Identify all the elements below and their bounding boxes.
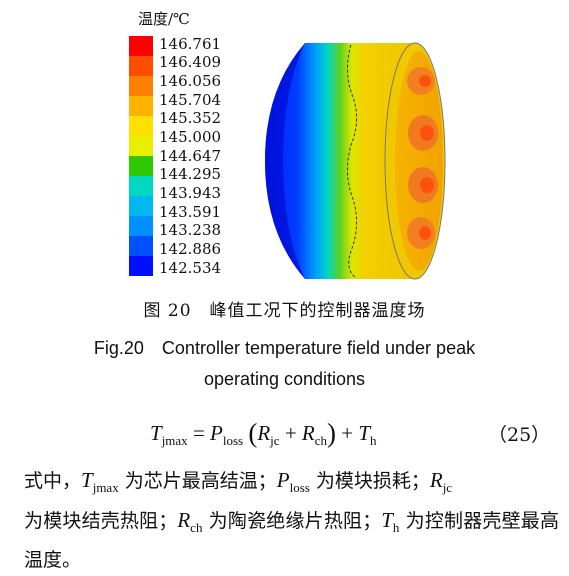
legend-value: 145.704 bbox=[159, 91, 222, 109]
cylinder-body bbox=[265, 43, 415, 279]
para-subscript: ch bbox=[190, 520, 203, 535]
legend-value: 145.000 bbox=[159, 128, 222, 146]
para-symbol: T bbox=[81, 468, 93, 492]
legend-swatch bbox=[129, 216, 153, 236]
legend-value: 142.886 bbox=[159, 240, 222, 258]
legend-value: 143.943 bbox=[159, 184, 222, 202]
para-subscript: h bbox=[392, 520, 400, 535]
legend-swatch bbox=[129, 256, 153, 276]
legend-value: 146.409 bbox=[159, 53, 222, 71]
eq-symbol: R bbox=[257, 421, 271, 445]
legend-swatch bbox=[129, 156, 153, 176]
para-text: 为模块损耗； bbox=[309, 470, 430, 492]
equation-25: Tjmax = Ploss (Rjc + Rch) + Th bbox=[150, 418, 377, 448]
legend-value: 143.238 bbox=[159, 221, 222, 239]
legend-swatch bbox=[129, 56, 153, 76]
figure-caption-en-line1: Fig.20 Controller temperature field unde… bbox=[93, 338, 476, 358]
para-subscript: jmax bbox=[92, 480, 119, 495]
controller-temperature-field-figure bbox=[265, 42, 446, 280]
legend-value: 146.056 bbox=[159, 72, 222, 90]
contour-line bbox=[347, 44, 357, 278]
para-subscript: jc bbox=[442, 480, 453, 495]
figure-caption-en-line2: operating conditions bbox=[203, 369, 366, 389]
legend-swatch bbox=[129, 176, 153, 196]
legend-value: 144.295 bbox=[159, 165, 222, 183]
legend-swatch bbox=[129, 136, 153, 156]
legend-swatch bbox=[129, 96, 153, 116]
legend-value: 142.534 bbox=[159, 259, 222, 277]
para-text: 为控制器壳壁最高温度。 bbox=[24, 510, 559, 571]
end-face-inner bbox=[395, 51, 443, 271]
para-symbol: R bbox=[429, 468, 443, 492]
legend-title: 温度/℃ bbox=[138, 10, 190, 28]
legend-value: 144.647 bbox=[159, 147, 222, 165]
eq-subscript: h bbox=[370, 433, 377, 448]
eq-symbol: P bbox=[210, 421, 223, 445]
figure-caption-cn: 图 20 峰值工况下的控制器温度场 bbox=[143, 301, 426, 321]
legend-value: 146.761 bbox=[159, 35, 222, 53]
legend-swatch bbox=[129, 196, 153, 216]
legend-value: 145.352 bbox=[159, 109, 222, 127]
legend-swatch bbox=[129, 116, 153, 136]
para-symbol: T bbox=[381, 508, 393, 532]
legend-value: 143.591 bbox=[159, 203, 222, 221]
eq-subscript: loss bbox=[222, 433, 244, 448]
legend-swatch bbox=[129, 76, 153, 96]
para-symbol: R bbox=[177, 508, 191, 532]
para-text: 为模块结壳热阻； bbox=[24, 510, 178, 532]
para-text: 式中， bbox=[24, 470, 82, 492]
cylinder-left-rim bbox=[265, 43, 305, 279]
para-text: 为陶瓷绝缘片热阻； bbox=[202, 510, 382, 532]
color-legend-bar bbox=[129, 36, 153, 276]
equation-number: （25） bbox=[488, 424, 551, 446]
eq-symbol: R bbox=[301, 421, 315, 445]
hot-core bbox=[419, 75, 431, 87]
para-symbol: P bbox=[276, 468, 290, 492]
eq-subscript: ch bbox=[314, 433, 328, 448]
hot-core bbox=[419, 226, 431, 240]
para-subscript: loss bbox=[289, 480, 310, 495]
hot-core bbox=[420, 177, 434, 193]
legend-swatch bbox=[129, 36, 153, 56]
eq-subscript: jmax bbox=[161, 433, 188, 448]
eq-symbol: T bbox=[358, 421, 371, 445]
para-text: 为芯片最高结温； bbox=[118, 470, 277, 492]
legend-swatch bbox=[129, 236, 153, 256]
eq-subscript: jc bbox=[270, 433, 280, 448]
eq-symbol: T bbox=[150, 421, 162, 445]
body-paragraph: 式中，Tjmax 为芯片最高结温；Ploss 为模块损耗；Rjc 为模块结壳热阻；… bbox=[24, 464, 559, 576]
hot-core bbox=[420, 125, 434, 141]
